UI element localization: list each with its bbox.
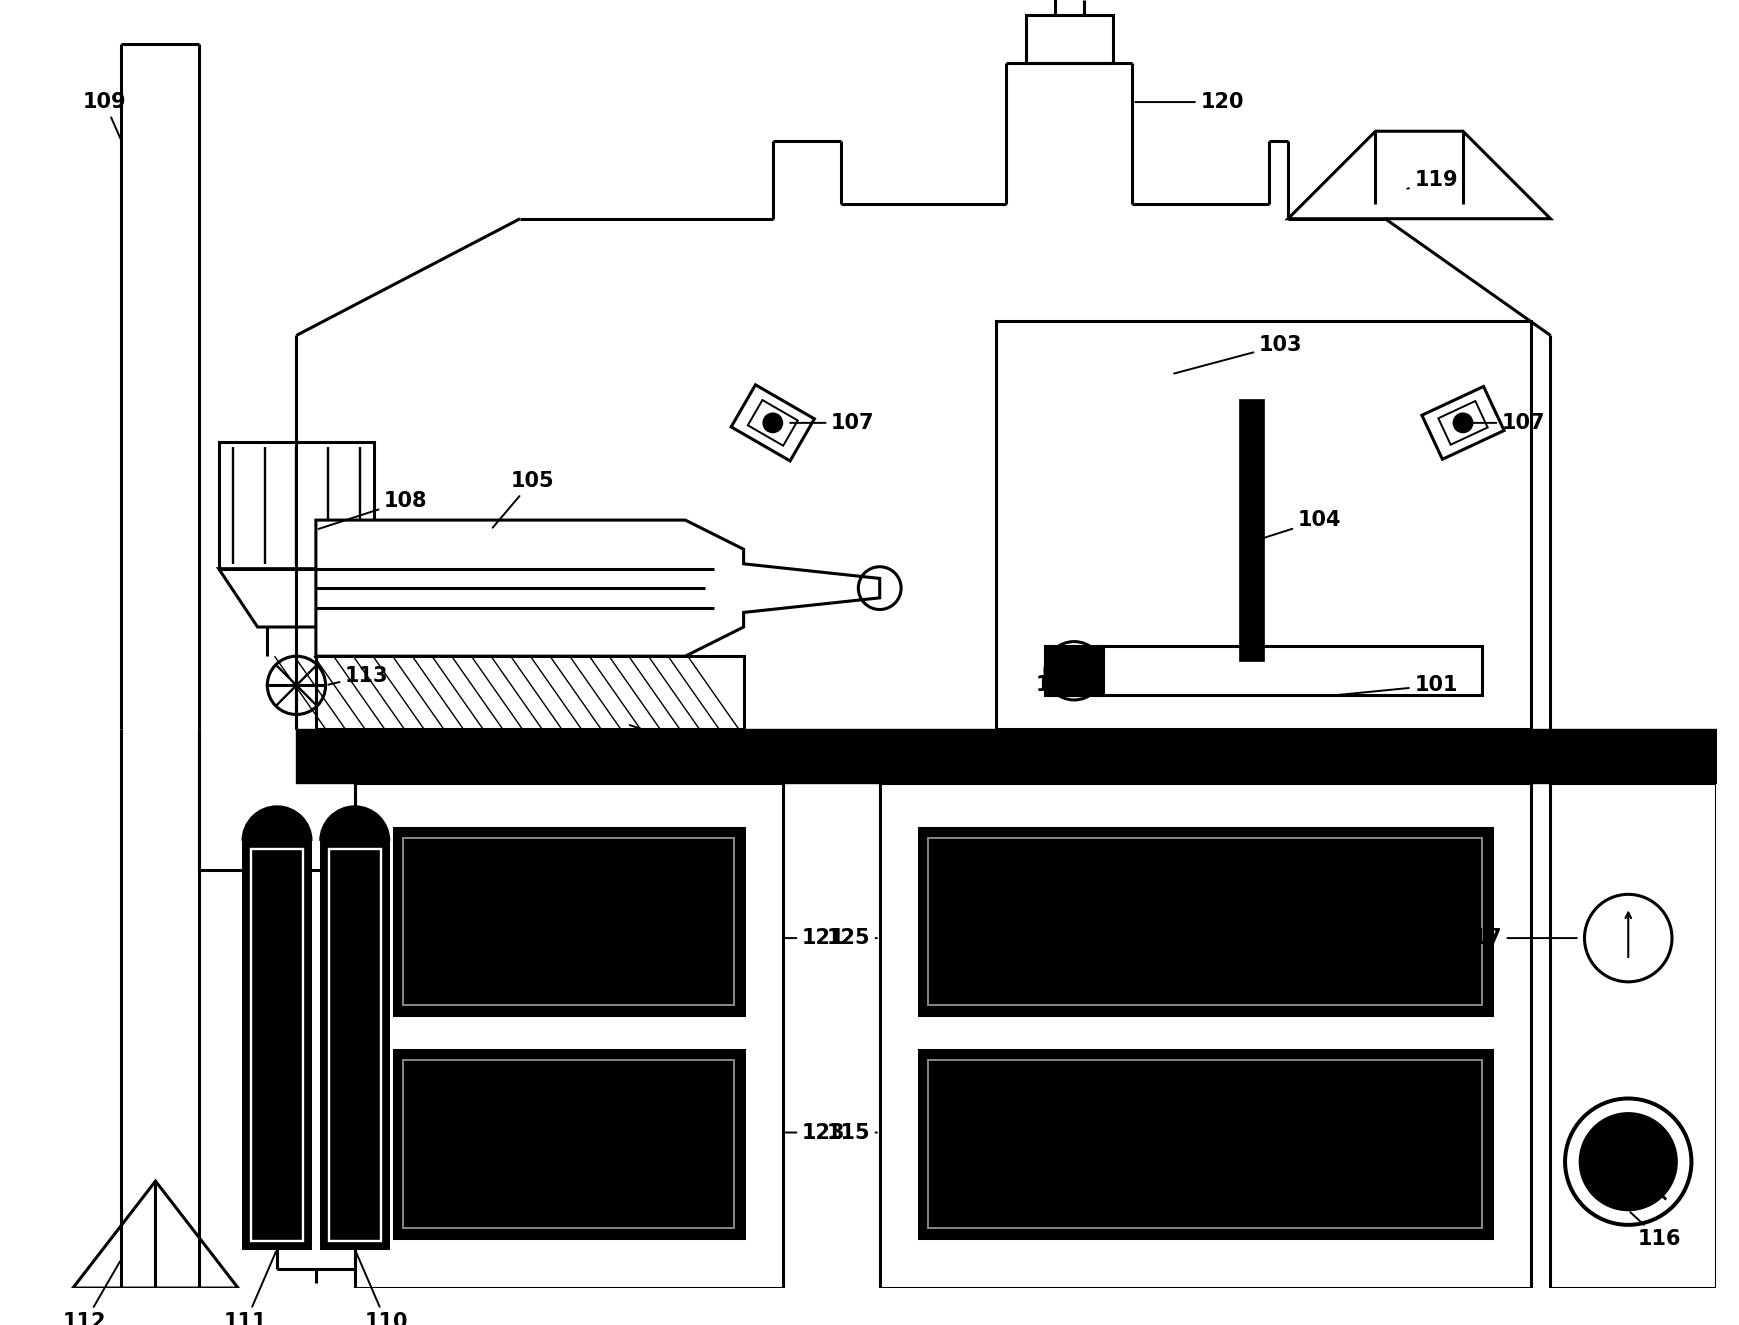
Bar [316,656,743,729]
Polygon shape [730,384,814,461]
Bar [243,841,311,1249]
Text: 117: 117 [1457,927,1576,949]
Bar [393,1051,743,1238]
Text: 121: 121 [784,927,845,949]
Bar [403,1060,734,1228]
Bar [1238,399,1263,661]
Bar [918,1051,1492,1238]
Circle shape [1579,1113,1676,1210]
Text: 110: 110 [356,1252,407,1325]
Text: 108: 108 [318,490,428,529]
Text: 115: 115 [826,1122,876,1142]
Polygon shape [1421,387,1502,460]
Text: 111: 111 [224,1252,277,1325]
Polygon shape [320,807,388,841]
Text: 109: 109 [82,91,127,138]
Bar [996,321,1530,729]
Circle shape [1452,413,1471,432]
Bar [1045,647,1482,696]
Bar [1024,15,1113,64]
Text: 118: 118 [1560,734,1603,771]
Polygon shape [316,521,880,656]
Text: 106: 106 [630,725,737,763]
Bar [250,848,303,1242]
Bar [355,783,783,1288]
Bar [929,837,1482,1006]
Text: 116: 116 [1629,1212,1680,1249]
Text: 113: 113 [329,665,388,685]
Bar [393,828,743,1015]
Text: 120: 120 [1134,91,1243,113]
Bar [219,443,374,568]
Bar [403,837,734,1006]
Bar [918,828,1492,1015]
Polygon shape [243,807,311,841]
Text: 103: 103 [1174,335,1301,374]
Bar [1045,647,1103,696]
Text: 102: 102 [1035,676,1078,696]
Bar [880,783,1530,1288]
Text: 107: 107 [1456,413,1544,433]
Text: 104: 104 [1261,510,1341,539]
Text: 112: 112 [63,1261,120,1325]
Text: 125: 125 [826,927,876,949]
Text: 105: 105 [492,472,553,527]
Text: 101: 101 [1339,676,1457,696]
Bar [929,1060,1482,1228]
Bar [329,848,381,1242]
Text: 123: 123 [784,1122,845,1142]
Text: 119: 119 [1407,170,1457,189]
Bar [320,841,388,1249]
Bar [1549,783,1715,1288]
Circle shape [763,413,783,432]
Circle shape [1563,1098,1690,1224]
Text: 107: 107 [790,413,875,433]
